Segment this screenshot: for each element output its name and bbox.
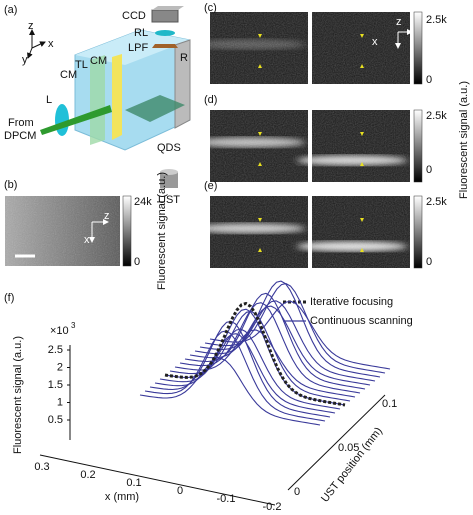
x-tick-label: 0.3 [34,461,49,473]
axis-letter: x [84,234,90,246]
x-tick-label: -0.2 [263,501,282,513]
part-label: CM [90,55,107,67]
scan-curve [159,328,341,410]
depth-tick-label: 0 [294,486,300,498]
part-label: L [46,94,52,106]
part-label: UST [158,194,180,206]
legend-entry: Continuous scanning [310,315,413,327]
scan-curve [189,305,371,386]
part-label: DPCM [4,130,36,142]
marker [258,34,262,38]
image-noise [312,196,410,268]
colorbar-label: 24k [134,196,152,208]
axis-letter: x [372,36,378,48]
y-tick-label: 1.5 [48,379,63,391]
y-tick-label: 2 [57,361,63,373]
part-label: R [180,52,188,64]
colorbar [413,11,423,85]
marker [258,162,262,166]
colorbar [413,109,423,183]
panel-label: (d) [204,94,217,106]
colorbar-label: 0 [426,74,432,86]
x-tick-label: 0 [177,485,183,497]
y-multiplier: ×10 [50,325,69,337]
streak [297,155,407,166]
image-b [5,195,132,267]
x-tick-label: 0.1 [126,477,141,489]
setup-drawing [27,6,191,188]
marker [258,248,262,252]
streak [195,137,305,148]
streak [297,241,407,252]
panel-label: (b) [4,179,17,191]
y-tick-label: 0.5 [48,414,63,426]
part-label: TL [75,59,88,71]
legend-entry: Iterative focusing [310,296,393,308]
marker [258,64,262,68]
colorbar-label: 0 [134,256,140,268]
scan-curve [184,292,366,390]
part-label: LPF [128,42,148,54]
scan-curve [139,357,321,426]
streak [195,223,305,234]
image-noise [312,12,410,84]
part-label: QDS [157,142,181,154]
x-axis-label: x (mm) [105,491,139,503]
scan-curve [199,280,381,378]
y-axis-label: Fluorescent signal (a.u.) [12,336,24,454]
panel-label: (f) [4,292,14,304]
marker [360,34,364,38]
marker [360,248,364,252]
marker [258,218,262,222]
part-label: From [8,117,34,129]
panel-label: (a) [4,4,17,16]
scan-curve [204,283,386,374]
scan-curve [179,302,361,394]
colorbar-title: Fluorescent signal (a.u.) [156,172,168,290]
colorbar-label: 2.5k [426,110,447,122]
waterfall-plot [39,280,391,506]
scan-curve [209,300,391,370]
x-tick-label: 0.2 [80,469,95,481]
focus-curve [164,301,346,407]
part-label: CM [60,69,77,81]
colorbar-label: 2.5k [426,196,447,208]
colorbar [413,195,423,269]
marker [360,218,364,222]
y-tick-label: 1 [57,396,63,408]
scan-curve [194,300,376,382]
part-label: CCD [122,10,146,22]
axis-letter: y [22,54,28,66]
axis-letter: x [48,38,54,50]
axis-letter: z [396,16,402,28]
marker [360,162,364,166]
x-tick-label: -0.1 [217,493,236,505]
marker [360,132,364,136]
images-cde [195,11,423,269]
marker [258,132,262,136]
part-label: RL [134,27,148,39]
colorbar-title: Fluorescent signal (a.u.) [458,81,470,199]
streak [195,39,305,50]
depth-tick-label: 0.05 [338,442,359,454]
axis-letter: z [104,210,110,222]
marker [360,64,364,68]
depth-tick-label: 0.1 [382,398,397,410]
depth-axis-label: UST position (mm) [319,425,385,504]
colorbar-label: 0 [426,256,432,268]
axis-letter: z [28,20,34,32]
colorbar-label: 2.5k [426,14,447,26]
panel-label: (c) [204,2,217,14]
image-noise [312,110,410,182]
scan-curve [154,333,336,414]
panel-label: (e) [204,180,217,192]
colorbar-label: 0 [426,164,432,176]
y-multiplier-exp: 3 [71,321,76,330]
y-tick-label: 2.5 [48,344,63,356]
